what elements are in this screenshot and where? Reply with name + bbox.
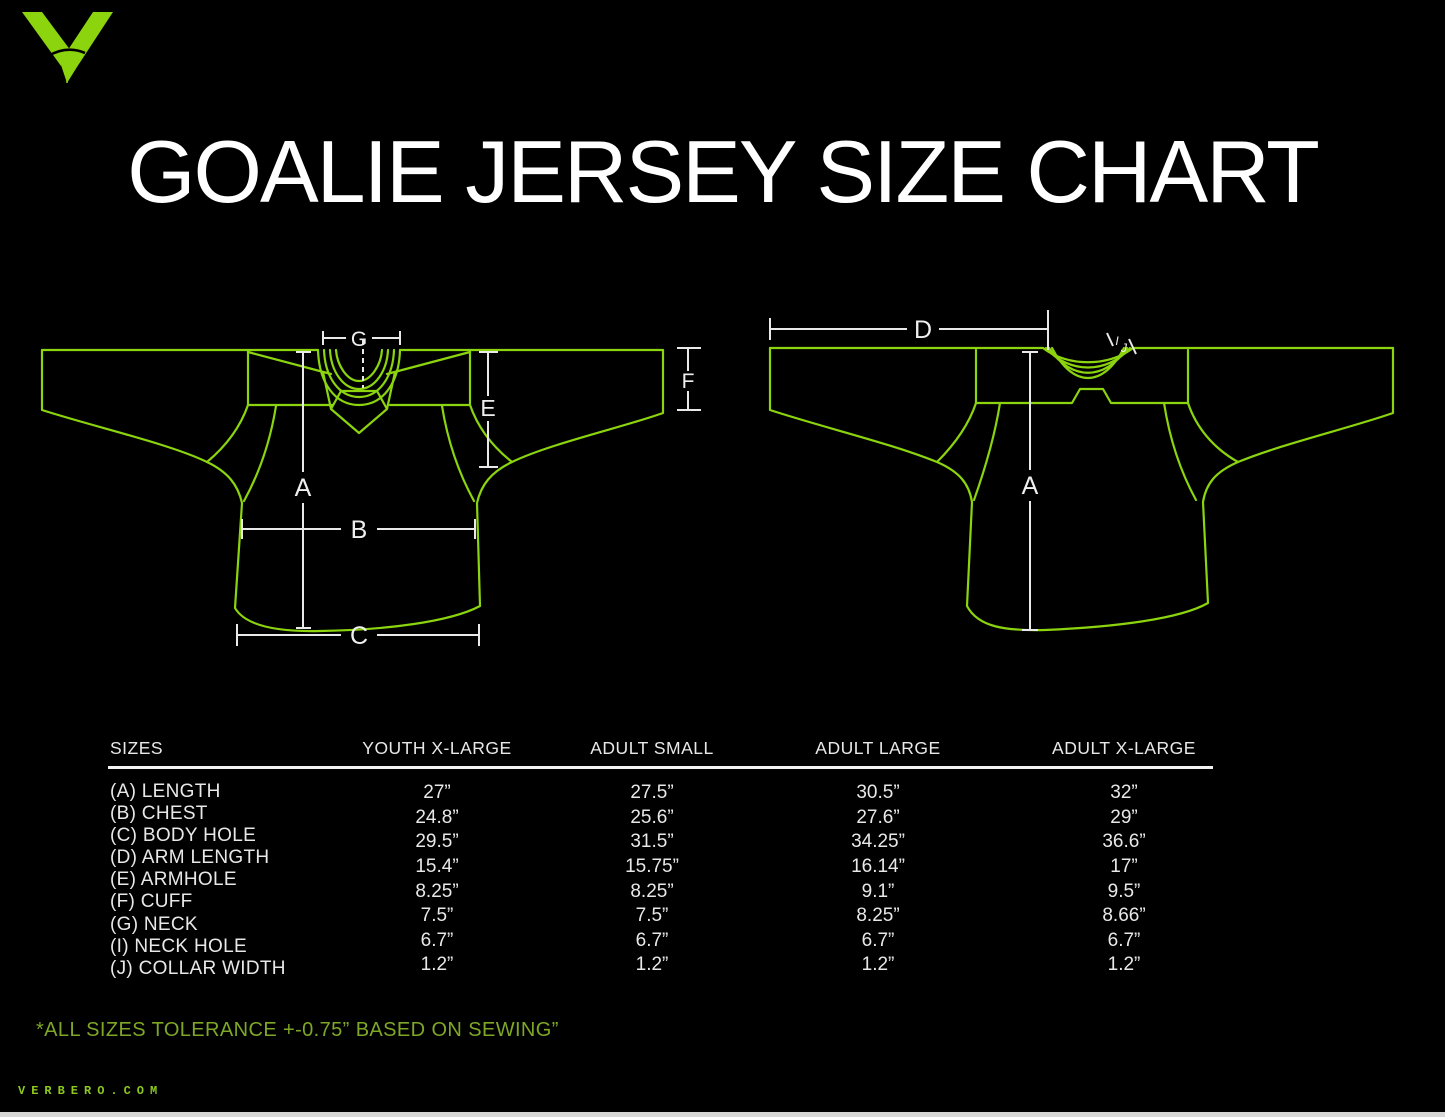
column-adult-large: 30.5” 27.6” 34.25” 16.14” 9.1” 8.25” 6.7… (793, 781, 963, 978)
column-youth-x-large: 27” 24.8” 29.5” 15.4” 8.25” 7.5” 6.7” 1.… (352, 781, 522, 978)
table-cell: 30.5” (856, 782, 900, 803)
table-cell: 8.66” (1102, 905, 1146, 927)
table-cell: 1.2” (861, 954, 895, 976)
row-label: (J) COLLAR WIDTH (110, 957, 286, 979)
table-cell: 27” (423, 782, 451, 803)
table-cell: 9.5” (1107, 880, 1141, 902)
verbero-logo-icon (22, 12, 113, 83)
table-cell: 1.2” (420, 954, 454, 976)
table-cell: 34.25” (851, 831, 905, 853)
header-divider-line (108, 766, 1213, 769)
table-cell: 29” (1110, 806, 1138, 828)
table-cell: 36.6” (1102, 831, 1146, 853)
row-label-column: (A) LENGTH (B) CHEST (C) BODY HOLE (D) A… (110, 781, 286, 980)
table-cell: 15.75” (625, 855, 679, 877)
table-cell: 8.25” (856, 905, 900, 927)
row-label: (B) CHEST (110, 803, 208, 825)
row-label: (G) NECK (110, 913, 198, 935)
row-label: (I) NECK HOLE (110, 935, 247, 957)
tolerance-footnote: *ALL SIZES TOLERANCE +-0.75” BASED ON SE… (36, 1019, 559, 1041)
table-cell: 27.5” (630, 782, 674, 803)
website-url: VERBERO.COM (18, 1084, 164, 1098)
table-header-sizes: SIZES (110, 738, 164, 758)
table-header-adult-small: ADULT SMALL (590, 738, 714, 758)
table-cell: 8.25” (630, 880, 674, 902)
table-cell: 6.7” (1107, 929, 1141, 951)
back-jersey-diagram: A D I J (768, 310, 1395, 632)
table-cell: 15.4” (415, 855, 459, 877)
table-cell: 25.6” (630, 806, 674, 828)
row-label: (A) LENGTH (110, 781, 221, 802)
table-cell: 32” (1110, 782, 1138, 803)
row-label: (E) ARMHOLE (110, 869, 237, 891)
back-label-j: J (1120, 341, 1128, 355)
table-cell: 6.7” (861, 929, 895, 951)
table-cell: 8.25” (415, 880, 459, 902)
table-header-adult-xl: ADULT X-LARGE (1052, 738, 1196, 758)
table-cell: 6.7” (635, 929, 669, 951)
back-label-i: I (1115, 334, 1119, 348)
table-cell: 1.2” (635, 954, 669, 976)
table-cell: 24.8” (415, 806, 459, 828)
row-label: (F) CUFF (110, 891, 193, 913)
row-label: (D) ARM LENGTH (110, 847, 270, 869)
front-label-f: F (682, 370, 695, 393)
table-cell: 1.2” (1107, 954, 1141, 976)
table-cell: 9.1” (861, 880, 895, 902)
front-label-g: G (351, 328, 367, 351)
page-title: GOALIE JERSEY SIZE CHART (127, 122, 1320, 221)
column-adult-x-large: 32” 29” 36.6” 17” 9.5” 8.66” 6.7” 1.2” (1039, 781, 1209, 978)
table-cell: 6.7” (420, 929, 454, 951)
front-jersey-diagram: G A B C E F (40, 328, 701, 650)
back-label-a: A (1022, 472, 1039, 500)
bottom-bar (0, 1112, 1445, 1117)
table-cell: 29.5” (415, 831, 459, 853)
row-label: (C) BODY HOLE (110, 825, 257, 847)
table-cell: 27.6” (856, 806, 900, 828)
table-cell: 7.5” (635, 905, 669, 927)
back-label-d: D (914, 316, 932, 344)
table-cell: 17” (1110, 855, 1138, 877)
table-cell: 31.5” (630, 831, 674, 853)
front-label-c: C (350, 622, 368, 650)
front-label-e: E (480, 395, 495, 421)
table-cell: 16.14” (851, 855, 905, 877)
table-cell: 7.5” (420, 905, 454, 927)
front-label-a: A (295, 474, 312, 502)
column-adult-small: 27.5” 25.6” 31.5” 15.75” 8.25” 7.5” 6.7”… (567, 781, 737, 978)
table-header-youth-xl: YOUTH X-LARGE (362, 738, 512, 758)
table-header-adult-large: ADULT LARGE (815, 738, 941, 758)
front-label-b: B (351, 516, 368, 544)
